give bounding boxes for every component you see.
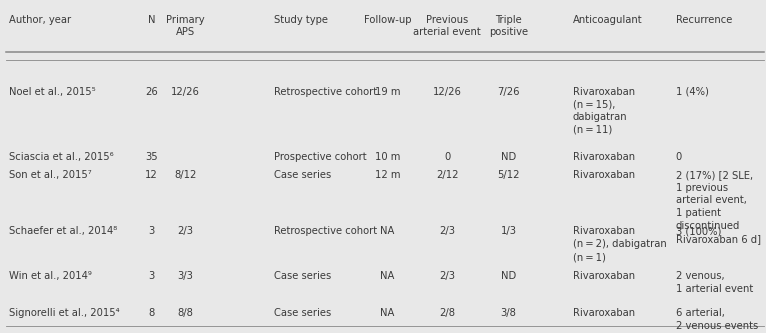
Text: N: N xyxy=(148,15,155,25)
Text: Noel et al., 2015⁵: Noel et al., 2015⁵ xyxy=(9,87,96,97)
Text: 12: 12 xyxy=(146,170,158,180)
Text: Rivaroxaban: Rivaroxaban xyxy=(573,152,635,162)
Text: 8/8: 8/8 xyxy=(178,308,193,318)
Text: Retrospective cohort: Retrospective cohort xyxy=(274,87,378,97)
Text: 2 (17%) [2 SLE,
1 previous
arterial event,
1 patient
discontinued
Rivaroxaban 6 : 2 (17%) [2 SLE, 1 previous arterial even… xyxy=(676,170,761,244)
Text: Win et al., 2014⁹: Win et al., 2014⁹ xyxy=(9,271,92,281)
Text: 3/3: 3/3 xyxy=(178,271,193,281)
Text: Rivaroxaban
(n = 2), dabigatran
(n = 1): Rivaroxaban (n = 2), dabigatran (n = 1) xyxy=(573,226,666,262)
Text: Rivaroxaban: Rivaroxaban xyxy=(573,271,635,281)
Text: 0: 0 xyxy=(444,152,450,162)
Text: 2 venous,
1 arterial event: 2 venous, 1 arterial event xyxy=(676,271,753,294)
Text: 10 m: 10 m xyxy=(375,152,401,162)
Text: Anticoagulant: Anticoagulant xyxy=(573,15,643,25)
Text: Rivaroxaban: Rivaroxaban xyxy=(573,170,635,180)
Text: Follow-up: Follow-up xyxy=(364,15,411,25)
Text: NA: NA xyxy=(381,271,394,281)
Text: 2/12: 2/12 xyxy=(436,170,459,180)
Text: Recurrence: Recurrence xyxy=(676,15,732,25)
Text: Prospective cohort: Prospective cohort xyxy=(274,152,367,162)
Text: 0: 0 xyxy=(676,152,682,162)
Text: 2/3: 2/3 xyxy=(440,271,455,281)
Text: 3: 3 xyxy=(149,226,155,236)
Text: 2/3: 2/3 xyxy=(440,226,455,236)
Text: 3 (100%): 3 (100%) xyxy=(676,226,721,236)
Text: NA: NA xyxy=(381,226,394,236)
Text: Sciascia et al., 2015⁶: Sciascia et al., 2015⁶ xyxy=(9,152,114,162)
Text: ND: ND xyxy=(501,271,516,281)
Text: 2/8: 2/8 xyxy=(440,308,455,318)
Text: Primary
APS: Primary APS xyxy=(166,15,205,37)
Text: 12/26: 12/26 xyxy=(171,87,200,97)
Text: Retrospective cohort: Retrospective cohort xyxy=(274,226,378,236)
Text: 6 arterial,
2 venous events: 6 arterial, 2 venous events xyxy=(676,308,758,331)
Text: 19 m: 19 m xyxy=(375,87,401,97)
Text: 3: 3 xyxy=(149,271,155,281)
Text: 1 (4%): 1 (4%) xyxy=(676,87,709,97)
Text: Case series: Case series xyxy=(274,170,332,180)
Text: ND: ND xyxy=(501,152,516,162)
Text: 35: 35 xyxy=(146,152,158,162)
Text: 8: 8 xyxy=(149,308,155,318)
Text: Previous
arterial event: Previous arterial event xyxy=(414,15,481,37)
Text: 2/3: 2/3 xyxy=(178,226,193,236)
Text: Study type: Study type xyxy=(274,15,328,25)
Text: Schaefer et al., 2014⁸: Schaefer et al., 2014⁸ xyxy=(9,226,117,236)
Text: 5/12: 5/12 xyxy=(497,170,520,180)
Text: Case series: Case series xyxy=(274,308,332,318)
Text: Triple
positive: Triple positive xyxy=(489,15,529,37)
Text: 1/3: 1/3 xyxy=(501,226,516,236)
Text: 12/26: 12/26 xyxy=(433,87,462,97)
Text: 7/26: 7/26 xyxy=(497,87,520,97)
Text: Author, year: Author, year xyxy=(9,15,71,25)
Text: 3/8: 3/8 xyxy=(501,308,516,318)
Text: 8/12: 8/12 xyxy=(174,170,197,180)
Text: Rivaroxaban: Rivaroxaban xyxy=(573,308,635,318)
Text: 12 m: 12 m xyxy=(375,170,401,180)
Text: Rivaroxaban
(n = 15),
dabigatran
(n = 11): Rivaroxaban (n = 15), dabigatran (n = 11… xyxy=(573,87,635,135)
Text: Case series: Case series xyxy=(274,271,332,281)
Text: 26: 26 xyxy=(146,87,158,97)
Text: Signorelli et al., 2015⁴: Signorelli et al., 2015⁴ xyxy=(9,308,119,318)
Text: NA: NA xyxy=(381,308,394,318)
Text: Son et al., 2015⁷: Son et al., 2015⁷ xyxy=(9,170,92,180)
